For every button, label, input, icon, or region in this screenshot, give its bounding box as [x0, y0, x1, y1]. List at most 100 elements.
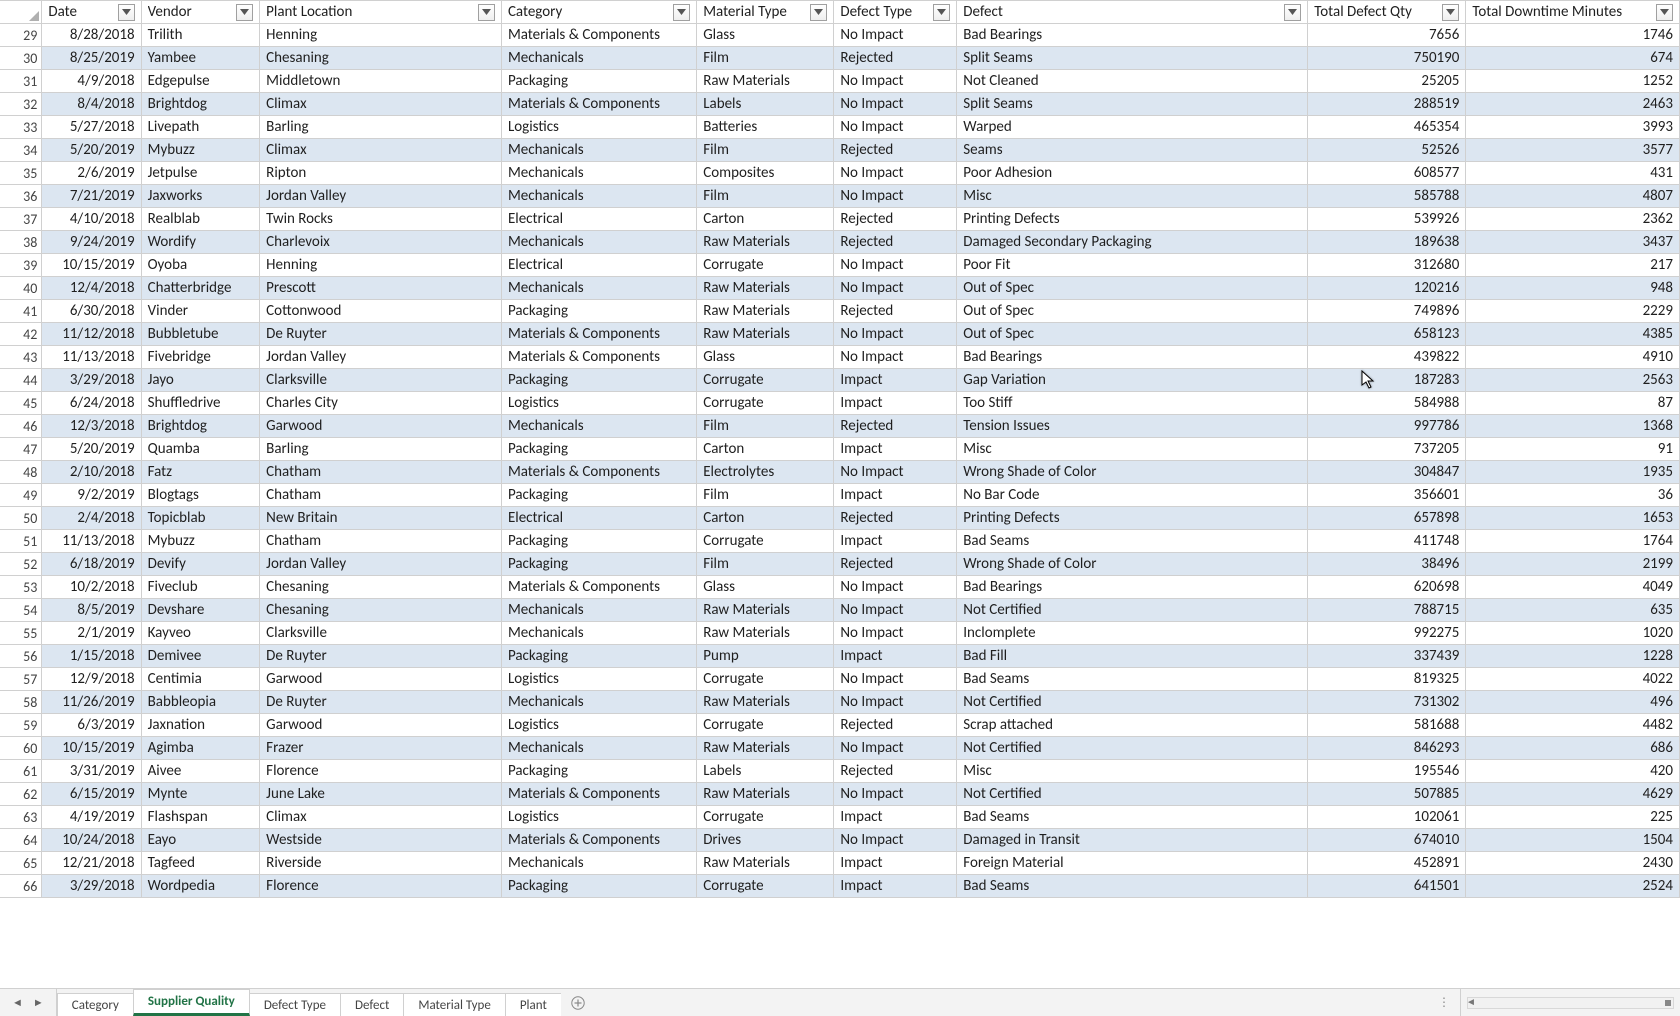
- cell-plant[interactable]: De Ruyter: [260, 691, 502, 714]
- filter-dropdown-button[interactable]: [1284, 4, 1301, 21]
- cell-category[interactable]: Materials & Components: [501, 576, 696, 599]
- sheet-tab[interactable]: Category: [57, 993, 134, 1016]
- cell-deftype[interactable]: No Impact: [834, 829, 957, 852]
- cell-date[interactable]: 4/19/2019: [42, 806, 141, 829]
- table-row[interactable]: 4311/13/2018FivebridgeJordan ValleyMater…: [0, 346, 1680, 369]
- cell-plant[interactable]: Westside: [260, 829, 502, 852]
- sheet-tab[interactable]: Material Type: [403, 993, 506, 1016]
- cell-defect[interactable]: Wrong Shade of Color: [957, 461, 1308, 484]
- filter-dropdown-button[interactable]: [1442, 4, 1459, 21]
- cell-category[interactable]: Mechanicals: [501, 622, 696, 645]
- cell-defect[interactable]: Inclomplete: [957, 622, 1308, 645]
- cell-qty[interactable]: 452891: [1308, 852, 1466, 875]
- table-row[interactable]: 298/28/2018TrilithHenningMaterials & Com…: [0, 24, 1680, 47]
- cell-qty[interactable]: 7656: [1308, 24, 1466, 47]
- cell-defect[interactable]: Printing Defects: [957, 208, 1308, 231]
- cell-category[interactable]: Mechanicals: [501, 139, 696, 162]
- row-number-cell[interactable]: 46: [0, 415, 42, 438]
- cell-category[interactable]: Mechanicals: [501, 185, 696, 208]
- cell-vendor[interactable]: Agimba: [141, 737, 260, 760]
- select-all-cell[interactable]: [0, 1, 42, 24]
- cell-downtime[interactable]: 2563: [1466, 369, 1680, 392]
- cell-qty[interactable]: 620698: [1308, 576, 1466, 599]
- cell-deftype[interactable]: No Impact: [834, 185, 957, 208]
- cell-vendor[interactable]: Fatz: [141, 461, 260, 484]
- cell-downtime[interactable]: 4482: [1466, 714, 1680, 737]
- cell-category[interactable]: Packaging: [501, 438, 696, 461]
- cell-category[interactable]: Mechanicals: [501, 737, 696, 760]
- cell-defect[interactable]: Seams: [957, 139, 1308, 162]
- cell-material[interactable]: Raw Materials: [697, 277, 834, 300]
- table-row[interactable]: 5310/2/2018FiveclubChesaningMaterials & …: [0, 576, 1680, 599]
- cell-downtime[interactable]: 1504: [1466, 829, 1680, 852]
- cell-vendor[interactable]: Babbleopia: [141, 691, 260, 714]
- cell-date[interactable]: 6/24/2018: [42, 392, 141, 415]
- hscroll-track[interactable]: [1467, 997, 1674, 1009]
- row-number-cell[interactable]: 52: [0, 553, 42, 576]
- row-number-cell[interactable]: 50: [0, 507, 42, 530]
- cell-material[interactable]: Raw Materials: [697, 852, 834, 875]
- cell-plant[interactable]: Clarksville: [260, 622, 502, 645]
- cell-plant[interactable]: De Ruyter: [260, 645, 502, 668]
- cell-deftype[interactable]: Impact: [834, 875, 957, 898]
- row-number-cell[interactable]: 47: [0, 438, 42, 461]
- cell-qty[interactable]: 750190: [1308, 47, 1466, 70]
- cell-defect[interactable]: Misc: [957, 760, 1308, 783]
- cell-deftype[interactable]: No Impact: [834, 346, 957, 369]
- row-number-cell[interactable]: 38: [0, 231, 42, 254]
- table-row[interactable]: 456/24/2018ShuffledriveCharles CityLogis…: [0, 392, 1680, 415]
- cell-plant[interactable]: Garwood: [260, 668, 502, 691]
- cell-material[interactable]: Labels: [697, 93, 834, 116]
- cell-category[interactable]: Materials & Components: [501, 346, 696, 369]
- cell-downtime[interactable]: 431: [1466, 162, 1680, 185]
- cell-deftype[interactable]: No Impact: [834, 691, 957, 714]
- cell-defect[interactable]: Bad Seams: [957, 530, 1308, 553]
- cell-vendor[interactable]: Aivee: [141, 760, 260, 783]
- cell-defect[interactable]: Misc: [957, 438, 1308, 461]
- cell-defect[interactable]: Out of Spec: [957, 300, 1308, 323]
- table-row[interactable]: 4211/12/2018BubbletubeDe RuyterMaterials…: [0, 323, 1680, 346]
- cell-qty[interactable]: 25205: [1308, 70, 1466, 93]
- cell-deftype[interactable]: No Impact: [834, 668, 957, 691]
- cell-deftype[interactable]: Rejected: [834, 507, 957, 530]
- row-number-cell[interactable]: 54: [0, 599, 42, 622]
- table-row[interactable]: 596/3/2019JaxnationGarwoodLogisticsCorru…: [0, 714, 1680, 737]
- cell-date[interactable]: 5/20/2019: [42, 139, 141, 162]
- cell-deftype[interactable]: Impact: [834, 438, 957, 461]
- sheet-tab[interactable]: Plant: [505, 993, 561, 1016]
- row-number-cell[interactable]: 42: [0, 323, 42, 346]
- cell-material[interactable]: Corrugate: [697, 806, 834, 829]
- cell-defect[interactable]: Wrong Shade of Color: [957, 553, 1308, 576]
- sheetbar-grip-icon[interactable]: ⋮: [1430, 989, 1460, 1016]
- cell-material[interactable]: Raw Materials: [697, 783, 834, 806]
- cell-material[interactable]: Film: [697, 553, 834, 576]
- row-number-cell[interactable]: 53: [0, 576, 42, 599]
- cell-vendor[interactable]: Blogtags: [141, 484, 260, 507]
- cell-defect[interactable]: Bad Seams: [957, 875, 1308, 898]
- cell-material[interactable]: Composites: [697, 162, 834, 185]
- cell-vendor[interactable]: Tagfeed: [141, 852, 260, 875]
- cell-vendor[interactable]: Bubbletube: [141, 323, 260, 346]
- row-number-cell[interactable]: 66: [0, 875, 42, 898]
- cell-category[interactable]: Mechanicals: [501, 691, 696, 714]
- cell-deftype[interactable]: No Impact: [834, 277, 957, 300]
- cell-downtime[interactable]: 2430: [1466, 852, 1680, 875]
- cell-deftype[interactable]: No Impact: [834, 599, 957, 622]
- cell-date[interactable]: 11/12/2018: [42, 323, 141, 346]
- row-number-cell[interactable]: 32: [0, 93, 42, 116]
- cell-date[interactable]: 12/3/2018: [42, 415, 141, 438]
- cell-category[interactable]: Materials & Components: [501, 24, 696, 47]
- row-number-cell[interactable]: 49: [0, 484, 42, 507]
- cell-deftype[interactable]: No Impact: [834, 116, 957, 139]
- cell-material[interactable]: Corrugate: [697, 392, 834, 415]
- cell-qty[interactable]: 731302: [1308, 691, 1466, 714]
- row-number-cell[interactable]: 41: [0, 300, 42, 323]
- cell-date[interactable]: 4/10/2018: [42, 208, 141, 231]
- cell-vendor[interactable]: Devify: [141, 553, 260, 576]
- cell-downtime[interactable]: 4910: [1466, 346, 1680, 369]
- filter-dropdown-button[interactable]: [1656, 4, 1673, 21]
- cell-date[interactable]: 10/2/2018: [42, 576, 141, 599]
- cell-downtime[interactable]: 686: [1466, 737, 1680, 760]
- cell-date[interactable]: 8/25/2019: [42, 47, 141, 70]
- cell-category[interactable]: Logistics: [501, 806, 696, 829]
